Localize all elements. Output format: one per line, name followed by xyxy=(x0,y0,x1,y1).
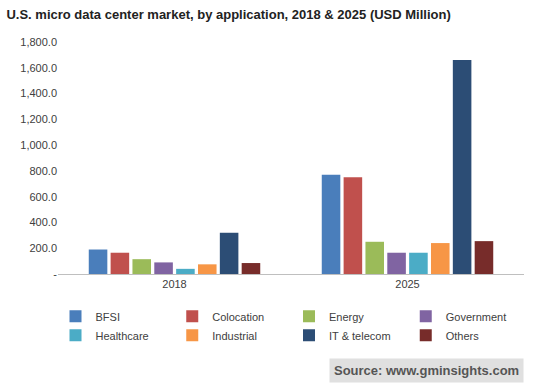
svg-text:BFSI: BFSI xyxy=(96,311,120,323)
svg-text:Healthcare: Healthcare xyxy=(96,330,149,342)
svg-text:200.0: 200.0 xyxy=(29,242,57,254)
svg-text:Government: Government xyxy=(446,311,507,323)
svg-text:1,400.0: 1,400.0 xyxy=(20,87,57,99)
svg-text:2018: 2018 xyxy=(162,278,186,290)
svg-text:800.0: 800.0 xyxy=(29,165,57,177)
svg-text:400.0: 400.0 xyxy=(29,216,57,228)
svg-text:Industrial: Industrial xyxy=(212,330,257,342)
svg-text:1,800.0: 1,800.0 xyxy=(20,36,57,48)
svg-text:Source: www.gminsights.com: Source: www.gminsights.com xyxy=(334,363,519,378)
svg-text:2025: 2025 xyxy=(395,278,419,290)
svg-text:600.0: 600.0 xyxy=(29,191,57,203)
svg-text:U.S. micro data center market,: U.S. micro data center market, by applic… xyxy=(6,7,450,22)
svg-text:1,200.0: 1,200.0 xyxy=(20,113,57,125)
svg-text:Colocation: Colocation xyxy=(212,311,264,323)
svg-text:Energy: Energy xyxy=(329,311,364,323)
svg-text:Others: Others xyxy=(446,330,480,342)
svg-text:IT & telecom: IT & telecom xyxy=(329,330,391,342)
svg-text:1,600.0: 1,600.0 xyxy=(20,62,57,74)
svg-text:-: - xyxy=(53,268,57,280)
svg-text:1,000.0: 1,000.0 xyxy=(20,139,57,151)
